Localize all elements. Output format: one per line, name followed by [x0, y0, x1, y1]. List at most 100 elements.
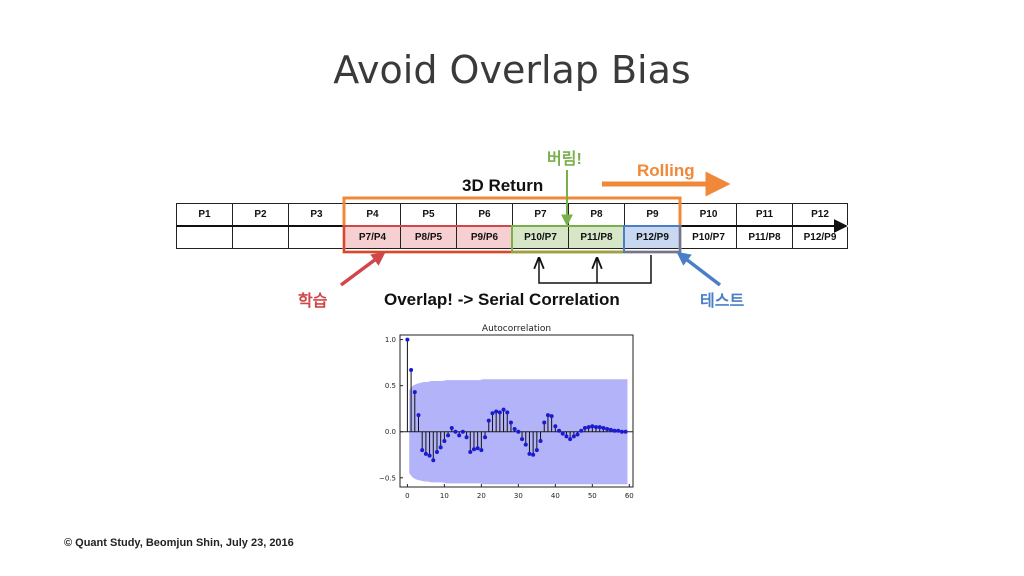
- y-tick-label: 0.5: [385, 382, 396, 390]
- acf-point: [512, 426, 517, 431]
- acf-point: [483, 435, 488, 440]
- y-tick-label: 1.0: [385, 336, 396, 344]
- period-cell: P2: [232, 203, 288, 225]
- acf-point: [582, 426, 587, 431]
- acf-point: [612, 428, 617, 433]
- acf-point: [420, 448, 425, 453]
- acf-point: [416, 413, 421, 418]
- acf-point: [468, 449, 473, 454]
- x-tick-label: 50: [588, 492, 597, 500]
- acf-point: [586, 425, 591, 430]
- acf-point: [568, 437, 573, 442]
- acf-point: [508, 420, 513, 425]
- y-tick-label: −0.5: [379, 474, 396, 482]
- acf-point: [490, 411, 495, 416]
- rolling-label: Rolling: [637, 161, 695, 180]
- acf-point: [446, 433, 451, 438]
- return-cell: [288, 227, 344, 249]
- acf-point: [579, 428, 584, 433]
- acf-point: [597, 425, 602, 430]
- acf-point: [494, 409, 499, 414]
- test-label: 테스트: [700, 293, 745, 310]
- plot-frame: [399, 334, 634, 488]
- x-tick-label: 60: [625, 492, 634, 500]
- return-label: 3D Return: [462, 176, 544, 195]
- period-cell: P7: [512, 203, 568, 225]
- acf-point: [575, 432, 580, 437]
- acf-point: [497, 410, 502, 415]
- overlap-label: Overlap! -> Serial Correlation: [384, 290, 620, 309]
- acf-point: [464, 435, 469, 440]
- acf-point: [431, 458, 436, 463]
- period-cell: P6: [456, 203, 512, 225]
- return-cell: [232, 227, 288, 249]
- train-label: 학습: [298, 293, 328, 310]
- footer-credit: © Quant Study, Beomjun Shin, July 23, 20…: [64, 537, 294, 549]
- test-box: [623, 225, 681, 253]
- acf-point: [427, 453, 432, 458]
- acf-point: [616, 428, 621, 433]
- acf-point: [505, 410, 510, 415]
- return-cell: P12/P9: [792, 227, 848, 249]
- slide-title: Avoid Overlap Bias: [333, 48, 691, 92]
- return-cell: [176, 227, 232, 249]
- acf-point: [531, 452, 536, 457]
- y-tick-label: 0.0: [385, 428, 396, 436]
- acf-point: [601, 426, 606, 431]
- acf-point: [534, 448, 539, 453]
- acf-point: [409, 368, 414, 373]
- acf-point: [405, 337, 410, 342]
- x-tick-label: 30: [514, 492, 523, 500]
- period-cell: P1: [176, 203, 232, 225]
- acf-point: [471, 447, 476, 452]
- return-cell: P11/P8: [568, 227, 624, 249]
- period-cell: P12: [792, 203, 848, 225]
- acf-point: [442, 438, 447, 443]
- acf-point: [623, 429, 628, 434]
- acf-point: [523, 442, 528, 447]
- period-cell: P3: [288, 203, 344, 225]
- acf-point: [520, 437, 525, 442]
- acf-point: [453, 429, 458, 434]
- acf-point: [571, 434, 576, 439]
- acf-point: [542, 420, 547, 425]
- overlap-bracket: [539, 255, 652, 284]
- acf-point: [590, 424, 595, 429]
- acf-point: [457, 433, 462, 438]
- acf-point: [479, 448, 484, 453]
- acf-point: [553, 424, 558, 429]
- acf-point: [460, 429, 465, 434]
- acf-point: [516, 429, 521, 434]
- x-tick-label: 40: [551, 492, 560, 500]
- acf-point: [423, 451, 428, 456]
- acf-point: [557, 428, 562, 433]
- acf-point: [608, 427, 613, 432]
- period-cell: P8: [568, 203, 624, 225]
- acf-point: [412, 390, 417, 395]
- acf-point: [594, 425, 599, 430]
- acf-point: [501, 407, 506, 412]
- train-arrow: [339, 251, 386, 287]
- period-cell: P9: [624, 203, 680, 225]
- period-cell: P5: [400, 203, 456, 225]
- return-cell: P9/P6: [456, 227, 512, 249]
- x-tick-label: 20: [477, 492, 486, 500]
- acf-point: [605, 426, 610, 431]
- acf-point: [434, 449, 439, 454]
- acf-point: [475, 446, 480, 451]
- acf-point: [619, 429, 624, 434]
- acf-point: [560, 431, 565, 436]
- x-tick-label: 0: [405, 492, 409, 500]
- period-cell: P11: [736, 203, 792, 225]
- test-arrow: [676, 251, 722, 287]
- chart-title: Autocorrelation: [482, 324, 551, 334]
- acf-point: [449, 426, 454, 431]
- acf-point: [564, 434, 569, 439]
- acf-point: [527, 451, 532, 456]
- acf-point: [438, 445, 443, 450]
- return-cell: P8/P5: [400, 227, 456, 249]
- discard-label: 버림!: [547, 151, 582, 168]
- acf-point: [545, 413, 550, 418]
- return-cell: P11/P8: [736, 227, 792, 249]
